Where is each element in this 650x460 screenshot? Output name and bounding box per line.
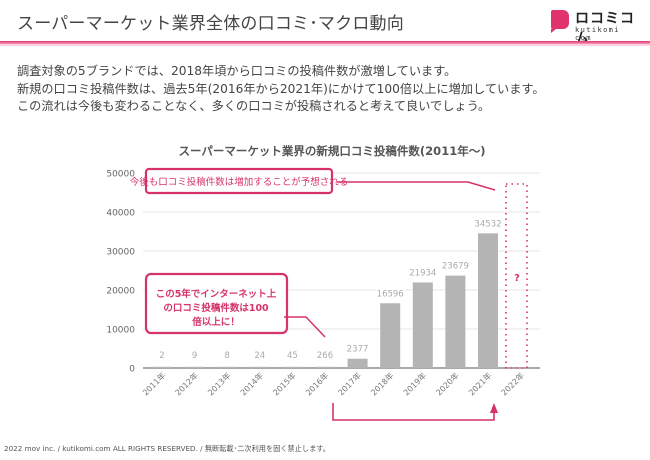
data-label: 21934 — [409, 268, 436, 278]
chart-title: スーパーマーケット業界の新規口コミ投稿件数(2011年～) — [179, 144, 486, 158]
logo-subtext: kutikomi com — [575, 26, 620, 42]
bar — [184, 366, 205, 368]
data-label-bg — [375, 287, 406, 299]
bar — [152, 366, 172, 368]
data-label: 9 — [192, 351, 197, 361]
bar — [445, 275, 466, 368]
x-tick-label: 2015年 — [271, 370, 298, 397]
data-label: 23679 — [442, 262, 469, 272]
forecast-callout-text: 今後も口コミ投稿件数は増加することが予想される — [130, 176, 349, 188]
data-label: 8 — [224, 351, 229, 361]
bar — [380, 303, 401, 368]
bar — [217, 366, 238, 368]
x-tick-label: 2018年 — [368, 370, 395, 397]
data-label: 16596 — [377, 289, 404, 299]
header-divider-shadow — [0, 44, 650, 46]
bar — [412, 282, 433, 368]
data-label: 2377 — [347, 345, 369, 355]
x-tick-label: 2012年 — [173, 370, 200, 397]
forecast-callout-box — [144, 167, 334, 195]
data-label: 45 — [287, 351, 298, 361]
bar-chart: スーパーマーケット業界の新規口コミ投稿件数(2011年～) 0 10000 2000… — [106, 144, 540, 421]
growth-callout-line: の口コミ投稿件数は100 — [163, 302, 269, 314]
growth-callout-box — [144, 272, 289, 335]
data-label: 266 — [317, 351, 333, 361]
page-title: スーパーマーケット業界全体の口コミ･マクロ動向 — [17, 14, 404, 34]
y-tick-label: 50000 — [106, 170, 135, 180]
x-tick-label: 2020年 — [434, 370, 461, 397]
y-tick-label: 40000 — [106, 209, 135, 219]
x-tick-label: 2013年 — [205, 370, 232, 397]
x-tick-label: 2017年 — [336, 370, 363, 397]
arrow-head-icon — [490, 403, 498, 413]
copyright-footer: 2022 mov inc. / kutikomi.com ALL RIGHTS … — [4, 444, 330, 453]
bar — [478, 233, 498, 368]
intro-line: 調査対象の5ブランドでは、2018年頃から口コミの投稿件数が激増しています。 — [17, 64, 457, 78]
period-bracket-arrow — [332, 403, 495, 421]
bar — [347, 358, 368, 368]
x-tick-label: 2021年 — [466, 370, 493, 397]
y-tick-label: 20000 — [106, 287, 135, 297]
callout-pointer — [284, 316, 326, 338]
x-tick-label: 2014年 — [238, 370, 265, 397]
intro-text: 調査対象の5ブランドでは、2018年頃から口コミの投稿件数が激増しています。 新… — [17, 63, 545, 116]
y-tick-label: 0 — [129, 365, 135, 375]
bar — [249, 366, 270, 368]
x-tick-label: 2022年 — [499, 370, 526, 397]
y-tick-label: 10000 — [106, 326, 135, 336]
intro-line: 新規の口コミ投稿件数は、過去5年(2016年から2021年)にかけて100倍以上… — [17, 81, 545, 96]
data-label: 24 — [254, 351, 265, 361]
x-tick-label: 2016年 — [303, 370, 330, 397]
growth-callout-line: この5年でインターネット上 — [156, 288, 277, 300]
speech-bubble-icon — [551, 10, 569, 33]
x-tick-label: 2019年 — [401, 370, 428, 397]
data-label: 34532 — [474, 219, 501, 229]
forecast-question-mark: ? — [514, 273, 520, 284]
y-tick-label: 30000 — [106, 248, 135, 258]
bar — [315, 366, 335, 368]
brand-logo: ロコミコム kutikomi com — [551, 8, 641, 47]
callout-pointer — [337, 181, 496, 191]
header-divider — [0, 41, 650, 44]
intro-line: この流れは今後も変わることなく、多くの口コミが投稿されると考えて良いでしょう。 — [17, 99, 491, 113]
data-label: 2 — [159, 351, 164, 361]
x-tick-label: 2011年 — [140, 370, 167, 397]
bar — [282, 366, 303, 368]
forecast-box-2022 — [505, 183, 528, 369]
growth-callout-line: 倍以上に！ — [192, 316, 240, 328]
